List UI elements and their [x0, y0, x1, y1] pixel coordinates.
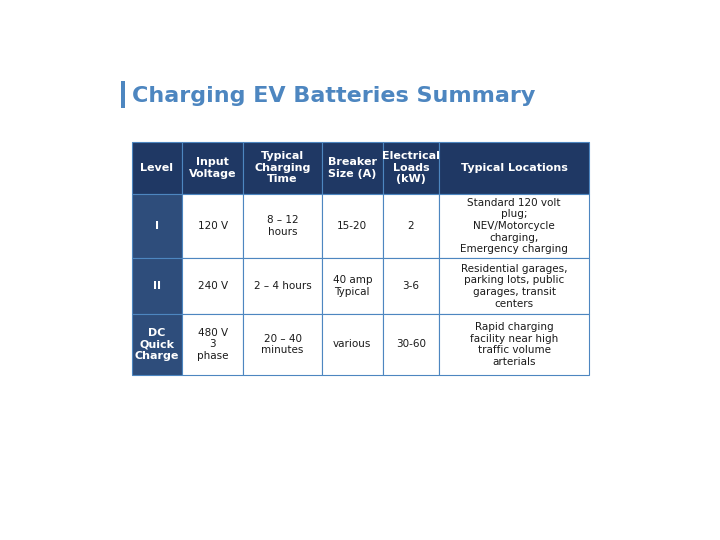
Bar — [243, 194, 322, 258]
Text: 240 V: 240 V — [198, 281, 228, 291]
Bar — [182, 194, 243, 258]
Bar — [182, 258, 243, 314]
Text: Electrical
Loads
(kW): Electrical Loads (kW) — [382, 151, 440, 184]
Text: Input
Voltage: Input Voltage — [189, 157, 236, 179]
Bar — [132, 194, 182, 258]
Bar — [438, 314, 590, 375]
Text: Breaker
Size (A): Breaker Size (A) — [328, 157, 377, 179]
Text: 30-60: 30-60 — [396, 340, 426, 349]
Bar — [243, 314, 322, 375]
Bar — [383, 141, 438, 194]
Text: 20 – 40
minutes: 20 – 40 minutes — [261, 334, 304, 355]
Bar — [132, 314, 182, 375]
Text: DC
Quick
Charge: DC Quick Charge — [135, 328, 179, 361]
Bar — [132, 258, 182, 314]
Bar — [438, 141, 590, 194]
Bar — [322, 194, 383, 258]
Text: 2 – 4 hours: 2 – 4 hours — [253, 281, 311, 291]
Bar — [438, 258, 590, 314]
Text: 40 amp
Typical: 40 amp Typical — [333, 275, 372, 297]
Bar — [383, 258, 438, 314]
Text: Level: Level — [140, 163, 174, 173]
Text: Rapid charging
facility near high
traffic volume
arterials: Rapid charging facility near high traffi… — [470, 322, 558, 367]
Text: 8 – 12
hours: 8 – 12 hours — [266, 215, 298, 237]
Text: Charging EV Batteries Summary: Charging EV Batteries Summary — [132, 86, 535, 106]
Text: 480 V
3
phase: 480 V 3 phase — [197, 328, 228, 361]
Bar — [243, 141, 322, 194]
Text: 120 V: 120 V — [198, 221, 228, 231]
Bar — [322, 314, 383, 375]
Text: 3-6: 3-6 — [402, 281, 419, 291]
Text: various: various — [333, 340, 372, 349]
Text: I: I — [155, 221, 159, 231]
Text: Typical Locations: Typical Locations — [461, 163, 567, 173]
Bar — [182, 141, 243, 194]
Bar — [132, 141, 182, 194]
Text: Residential garages,
parking lots, public
garages, transit
centers: Residential garages, parking lots, publi… — [461, 264, 567, 309]
Text: 15-20: 15-20 — [337, 221, 367, 231]
Bar — [322, 258, 383, 314]
Bar — [383, 194, 438, 258]
Bar — [182, 314, 243, 375]
Bar — [438, 194, 590, 258]
Bar — [243, 258, 322, 314]
Bar — [121, 82, 125, 109]
Bar — [322, 141, 383, 194]
Bar — [383, 314, 438, 375]
Text: 2: 2 — [408, 221, 414, 231]
Text: Typical
Charging
Time: Typical Charging Time — [254, 151, 311, 184]
Text: Standard 120 volt
plug;
NEV/Motorcycle
charging,
Emergency charging: Standard 120 volt plug; NEV/Motorcycle c… — [460, 198, 568, 254]
Text: II: II — [153, 281, 161, 291]
